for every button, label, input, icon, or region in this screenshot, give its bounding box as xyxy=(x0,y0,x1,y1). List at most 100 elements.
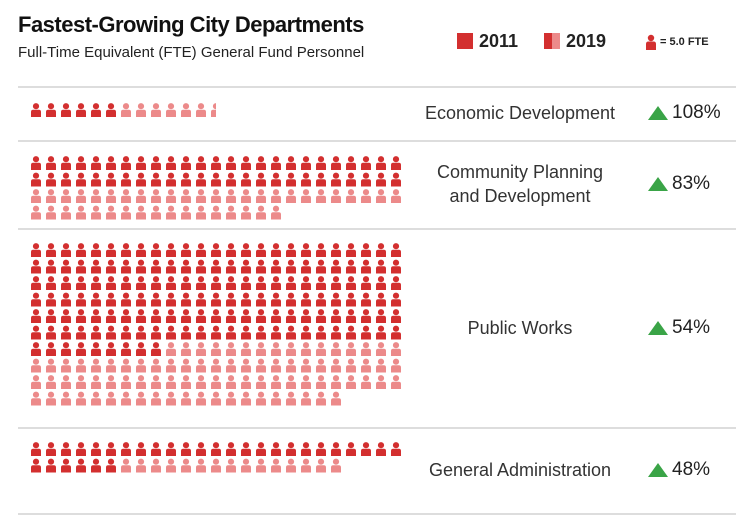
person-icon-312 xyxy=(136,375,146,389)
person-icon-76 xyxy=(226,189,236,203)
person-icon-344 xyxy=(241,391,251,406)
person-icon-54 xyxy=(271,172,281,187)
person-icon-114 xyxy=(166,243,176,257)
up-arrow-icon xyxy=(648,106,668,120)
person-icon-14 xyxy=(46,156,56,170)
person-icon-307 xyxy=(61,375,71,389)
person-icon-374 xyxy=(376,442,386,456)
person-icon-271 xyxy=(271,342,281,356)
person-icon-364 xyxy=(226,442,236,456)
person-icon-273 xyxy=(301,342,311,356)
person-icon-145 xyxy=(256,259,266,274)
person-icon-56 xyxy=(301,172,311,187)
person-icon-381 xyxy=(106,458,116,473)
person-icon-391 xyxy=(256,458,266,473)
person-icon-249 xyxy=(316,325,326,340)
person-icon-359 xyxy=(151,442,161,456)
person-icon-227 xyxy=(361,309,371,323)
person-icon-207 xyxy=(61,309,71,323)
person-icon-144 xyxy=(241,259,251,274)
person-icon-333 xyxy=(76,391,86,406)
person-icon-287 xyxy=(136,358,146,373)
person-icon-182 xyxy=(61,292,71,307)
person-icon-388 xyxy=(211,458,221,473)
person-icon-371 xyxy=(331,442,341,456)
person-icon-21 xyxy=(151,156,161,170)
person-icon-169 xyxy=(241,276,251,290)
person-icon-26 xyxy=(226,156,236,170)
person-icon-123 xyxy=(301,243,311,257)
growth-percent: 54% xyxy=(672,316,711,338)
person-icon-301 xyxy=(346,358,356,373)
person-icon-107 xyxy=(61,243,71,257)
person-icon-309 xyxy=(91,375,101,389)
person-icon-67 xyxy=(91,189,101,203)
person-icon-71 xyxy=(151,189,161,203)
person-icon-376 xyxy=(31,458,41,473)
person-icon-392 xyxy=(271,458,281,473)
person-icon-92 xyxy=(91,205,101,220)
person-icon-132 xyxy=(61,259,71,274)
person-icon-188 xyxy=(151,292,161,307)
person-icon-78 xyxy=(256,189,266,203)
person-icon-351 xyxy=(31,442,41,456)
legend-2019-label: 2019 xyxy=(566,30,607,51)
person-icon-187 xyxy=(136,292,146,307)
person-icon-283 xyxy=(76,358,86,373)
person-icon-341 xyxy=(196,391,206,406)
person-icon-62 xyxy=(391,172,401,187)
person-icon-121 xyxy=(271,243,281,257)
person-icon-91 xyxy=(76,205,86,220)
person-icon-165 xyxy=(181,276,191,290)
person-icon-89 xyxy=(46,205,56,220)
person-icon-109 xyxy=(91,243,101,257)
person-icon-242 xyxy=(211,325,221,340)
person-icon-236 xyxy=(121,325,131,340)
up-arrow-icon xyxy=(648,320,668,335)
person-icon-43 xyxy=(106,172,116,187)
person-icon-263 xyxy=(151,342,161,356)
person-icon-270 xyxy=(256,342,266,356)
person-icon-81 xyxy=(301,189,311,203)
person-icon-325 xyxy=(331,375,341,389)
department-label: Economic Development xyxy=(400,101,640,125)
person-icon-60 xyxy=(361,172,371,187)
person-icon-130 xyxy=(31,259,41,274)
person-icon-369 xyxy=(301,442,311,456)
person-icon-193 xyxy=(226,292,236,307)
person-icon-42 xyxy=(91,172,101,187)
person-icon-244 xyxy=(241,325,251,340)
person-icon-330 xyxy=(31,391,41,406)
person-icon-378 xyxy=(61,458,71,473)
person-icon-276 xyxy=(346,342,356,356)
department-label-line: and Development xyxy=(449,186,591,206)
person-icon-255 xyxy=(31,342,41,356)
person-icon-16 xyxy=(76,156,86,170)
person-icon-38 xyxy=(31,172,41,187)
person-icon-278 xyxy=(376,342,386,356)
person-icon-159 xyxy=(91,276,101,290)
person-icon-70 xyxy=(136,189,146,203)
person-icon-2 xyxy=(61,103,71,117)
person-icon-103 xyxy=(256,205,266,220)
person-icon-86 xyxy=(376,189,386,203)
person-icon-20 xyxy=(136,156,146,170)
person-icon-224 xyxy=(316,309,326,323)
legend-2019-swatch xyxy=(544,33,560,49)
person-icon-115 xyxy=(181,243,191,257)
person-icon-308 xyxy=(76,375,86,389)
person-icon-316 xyxy=(196,375,206,389)
person-icon-100 xyxy=(211,205,221,220)
person-icon-199 xyxy=(316,292,326,307)
person-icon-395 xyxy=(316,458,326,473)
person-icon-363 xyxy=(211,442,221,456)
person-icon-168 xyxy=(226,276,236,290)
person-icon-131 xyxy=(46,259,56,274)
person-icon-52 xyxy=(241,172,251,187)
person-icon-108 xyxy=(76,243,86,257)
person-icon-282 xyxy=(61,358,71,373)
legend-2011-swatch xyxy=(457,33,473,49)
person-icon-189 xyxy=(166,292,176,307)
person-icon-149 xyxy=(316,259,326,274)
